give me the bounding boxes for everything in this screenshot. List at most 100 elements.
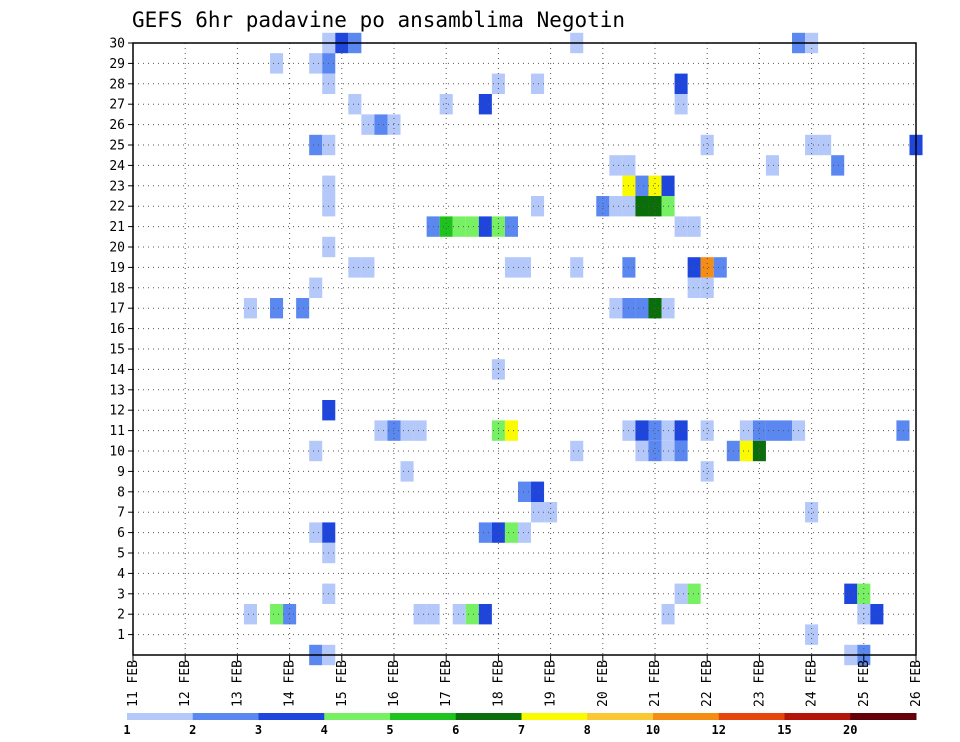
precip-cell — [478, 522, 492, 543]
precip-cell — [348, 94, 362, 115]
y-tick-label: 5 — [117, 547, 125, 562]
y-tick-label: 17 — [109, 302, 125, 317]
precip-cell — [635, 440, 649, 462]
legend-color-swatch — [127, 713, 194, 720]
legend-level-label: 2 — [189, 723, 196, 737]
precip-cell — [243, 604, 257, 625]
precip-cell — [361, 257, 375, 278]
precip-cell — [687, 583, 701, 604]
precip-cell — [805, 624, 819, 645]
precip-cell — [674, 440, 688, 462]
legend-color-swatch — [850, 713, 917, 720]
precip-cell — [674, 583, 688, 604]
precip-cell — [818, 134, 832, 156]
precip-cell — [517, 522, 532, 543]
precip-cell — [270, 298, 284, 319]
y-tick-label: 18 — [109, 281, 125, 296]
precip-cell — [504, 216, 518, 237]
y-tick-label: 14 — [109, 363, 125, 378]
precip-cell — [478, 604, 492, 625]
precip-cell — [700, 277, 714, 298]
precip-cell — [478, 216, 492, 237]
precip-cell — [844, 583, 858, 604]
precip-cell — [831, 155, 845, 176]
y-tick-label: 29 — [109, 57, 125, 72]
legend-level-label: 8 — [584, 723, 591, 737]
precip-cell — [387, 114, 401, 135]
y-tick-label: 13 — [109, 383, 125, 398]
legend-color-swatch — [521, 713, 588, 720]
x-tick-label: 24 FEB — [805, 660, 820, 707]
precip-cell — [674, 216, 688, 237]
precip-cell — [478, 94, 492, 115]
y-tick-label: 26 — [109, 118, 125, 133]
y-tick-label: 30 — [109, 37, 125, 52]
precip-cell — [544, 502, 558, 523]
legend-color-swatch — [653, 713, 720, 720]
precip-cell — [713, 257, 727, 278]
y-tick-label: 24 — [109, 159, 125, 174]
x-axis: 11 FEB 12 FEB 13 FEB 14 FEB 15 FEB 16 FEB 17 F… — [126, 655, 924, 707]
precip-cell — [700, 257, 714, 278]
precip-cell — [596, 196, 610, 217]
legend-color-swatch — [390, 713, 457, 720]
precip-cell — [648, 440, 662, 462]
precip-cell — [648, 420, 662, 441]
x-tick-label: 25 FEB — [857, 660, 872, 707]
precip-cell — [243, 298, 257, 319]
y-tick-label: 27 — [109, 98, 125, 113]
y-tick-label: 28 — [109, 77, 125, 92]
precip-cell — [400, 420, 414, 441]
precip-cell — [870, 604, 884, 625]
precip-cell — [700, 134, 714, 156]
precip-cell — [531, 481, 545, 502]
precip-cell — [752, 440, 766, 462]
color-legend: 1 2 3 4 5 6 7 8 10 12 15 20 — [123, 713, 917, 737]
x-tick-label: 21 FEB — [648, 660, 663, 707]
precip-cell — [452, 604, 466, 625]
precip-cell — [283, 604, 297, 625]
legend-level-label: 10 — [646, 723, 660, 737]
x-tick-label: 13 FEB — [230, 660, 245, 707]
data-cells — [243, 32, 923, 666]
precip-cell — [635, 298, 649, 319]
x-tick-label: 14 FEB — [283, 660, 298, 707]
precip-cell — [570, 257, 584, 278]
precip-cell — [739, 440, 753, 462]
y-tick-label: 10 — [109, 445, 125, 460]
precip-cell — [309, 440, 323, 462]
precip-cell — [439, 216, 453, 237]
chart-title: GEFS 6hr padavine po ansamblima Negotin — [132, 8, 625, 32]
legend-level-label: 5 — [386, 723, 393, 737]
precip-cell — [465, 604, 479, 625]
x-tick-label: 19 FEB — [544, 660, 559, 707]
legend-level-label: 7 — [518, 723, 525, 737]
x-tick-label: 18 FEB — [491, 660, 506, 707]
y-tick-label: 11 — [109, 424, 125, 439]
precip-cell — [504, 522, 518, 543]
precip-cell — [805, 134, 819, 156]
precip-cell — [635, 196, 649, 217]
precip-cell — [648, 175, 662, 196]
precip-cell — [687, 257, 701, 278]
y-tick-label: 15 — [109, 343, 125, 358]
legend-level-label: 3 — [255, 723, 262, 737]
x-tick-label: 12 FEB — [178, 660, 193, 707]
y-tick-label: 23 — [109, 179, 125, 194]
y-tick-label: 25 — [109, 139, 125, 154]
precip-cell — [896, 420, 910, 441]
y-tick-label: 2 — [117, 608, 125, 623]
legend-level-label: 1 — [123, 723, 130, 737]
precip-cell — [309, 53, 323, 74]
precip-cell — [296, 298, 310, 319]
y-tick-label: 4 — [117, 567, 125, 582]
y-axis: 1234567891011121314151617181920212223242… — [109, 37, 133, 643]
precip-cell — [531, 196, 545, 217]
precip-cell — [270, 604, 284, 625]
legend-level-label: 12 — [712, 723, 726, 737]
precip-cell — [517, 481, 532, 502]
legend-color-swatch — [192, 713, 259, 720]
legend-level-label: 20 — [843, 723, 857, 737]
precip-cell — [687, 216, 701, 237]
